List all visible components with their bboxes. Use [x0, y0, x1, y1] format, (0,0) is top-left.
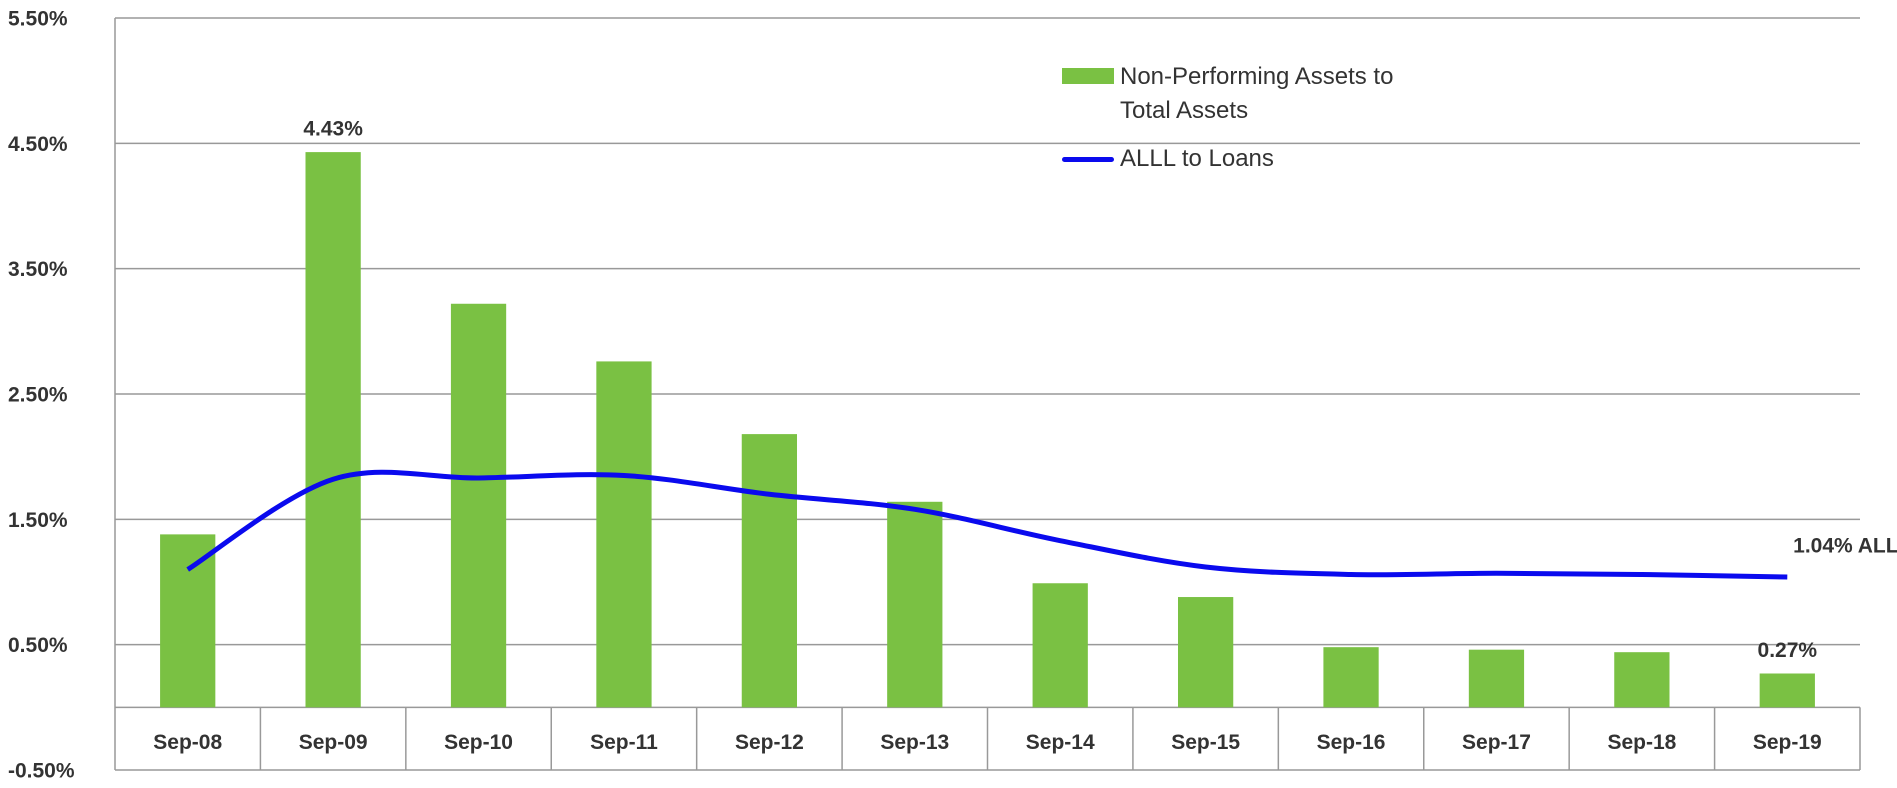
y-tick-label: 4.50% [8, 133, 68, 156]
x-tick-label: Sep-09 [299, 731, 368, 754]
bar [1759, 673, 1815, 708]
x-tick-label: Sep-18 [1607, 731, 1676, 754]
legend-item: Non-Performing Assets to Total Assets [1062, 60, 1420, 128]
x-tick-label: Sep-17 [1462, 731, 1531, 754]
bar [1323, 647, 1379, 708]
data-label: 1.04% ALLL [1793, 535, 1897, 558]
x-tick-label: Sep-08 [153, 731, 222, 754]
x-tick-label: Sep-13 [880, 731, 949, 754]
legend: Non-Performing Assets to Total Assets ALL… [1062, 60, 1420, 190]
bar [450, 303, 507, 708]
legend-swatch [1062, 157, 1114, 162]
bar [1177, 597, 1234, 708]
y-tick-label: 1.50% [8, 509, 68, 532]
x-tick-label: Sep-11 [590, 731, 658, 754]
y-tick-label: 5.50% [8, 8, 68, 31]
y-tick-label: -0.50% [8, 760, 75, 783]
bar [1614, 652, 1670, 708]
x-tick-label: Sep-14 [1026, 731, 1095, 754]
legend-label: ALLL to Loans [1120, 145, 1274, 172]
x-tick-label: Sep-10 [444, 731, 513, 754]
bar [1468, 649, 1525, 708]
legend-item: ALLL to Loans [1062, 142, 1420, 176]
y-tick-label: 0.50% [8, 634, 68, 657]
line [186, 469, 1788, 580]
x-tick-label: Sep-12 [735, 731, 804, 754]
x-tick-label: Sep-15 [1171, 731, 1240, 754]
bar [887, 501, 943, 708]
legend-label: Non-Performing Assets to Total Assets [1120, 63, 1394, 124]
y-tick-label: 3.50% [8, 258, 68, 281]
x-tick-label: Sep-16 [1317, 731, 1386, 754]
bar [596, 361, 652, 708]
y-tick-label: 2.50% [8, 384, 68, 407]
bar [1032, 583, 1088, 708]
bar [160, 534, 216, 708]
bar [305, 152, 361, 708]
bar [741, 434, 798, 708]
data-label: 4.43% [303, 118, 363, 141]
legend-swatch [1062, 68, 1114, 84]
x-tick-label: Sep-19 [1753, 731, 1822, 754]
data-label: 0.27% [1758, 639, 1818, 662]
